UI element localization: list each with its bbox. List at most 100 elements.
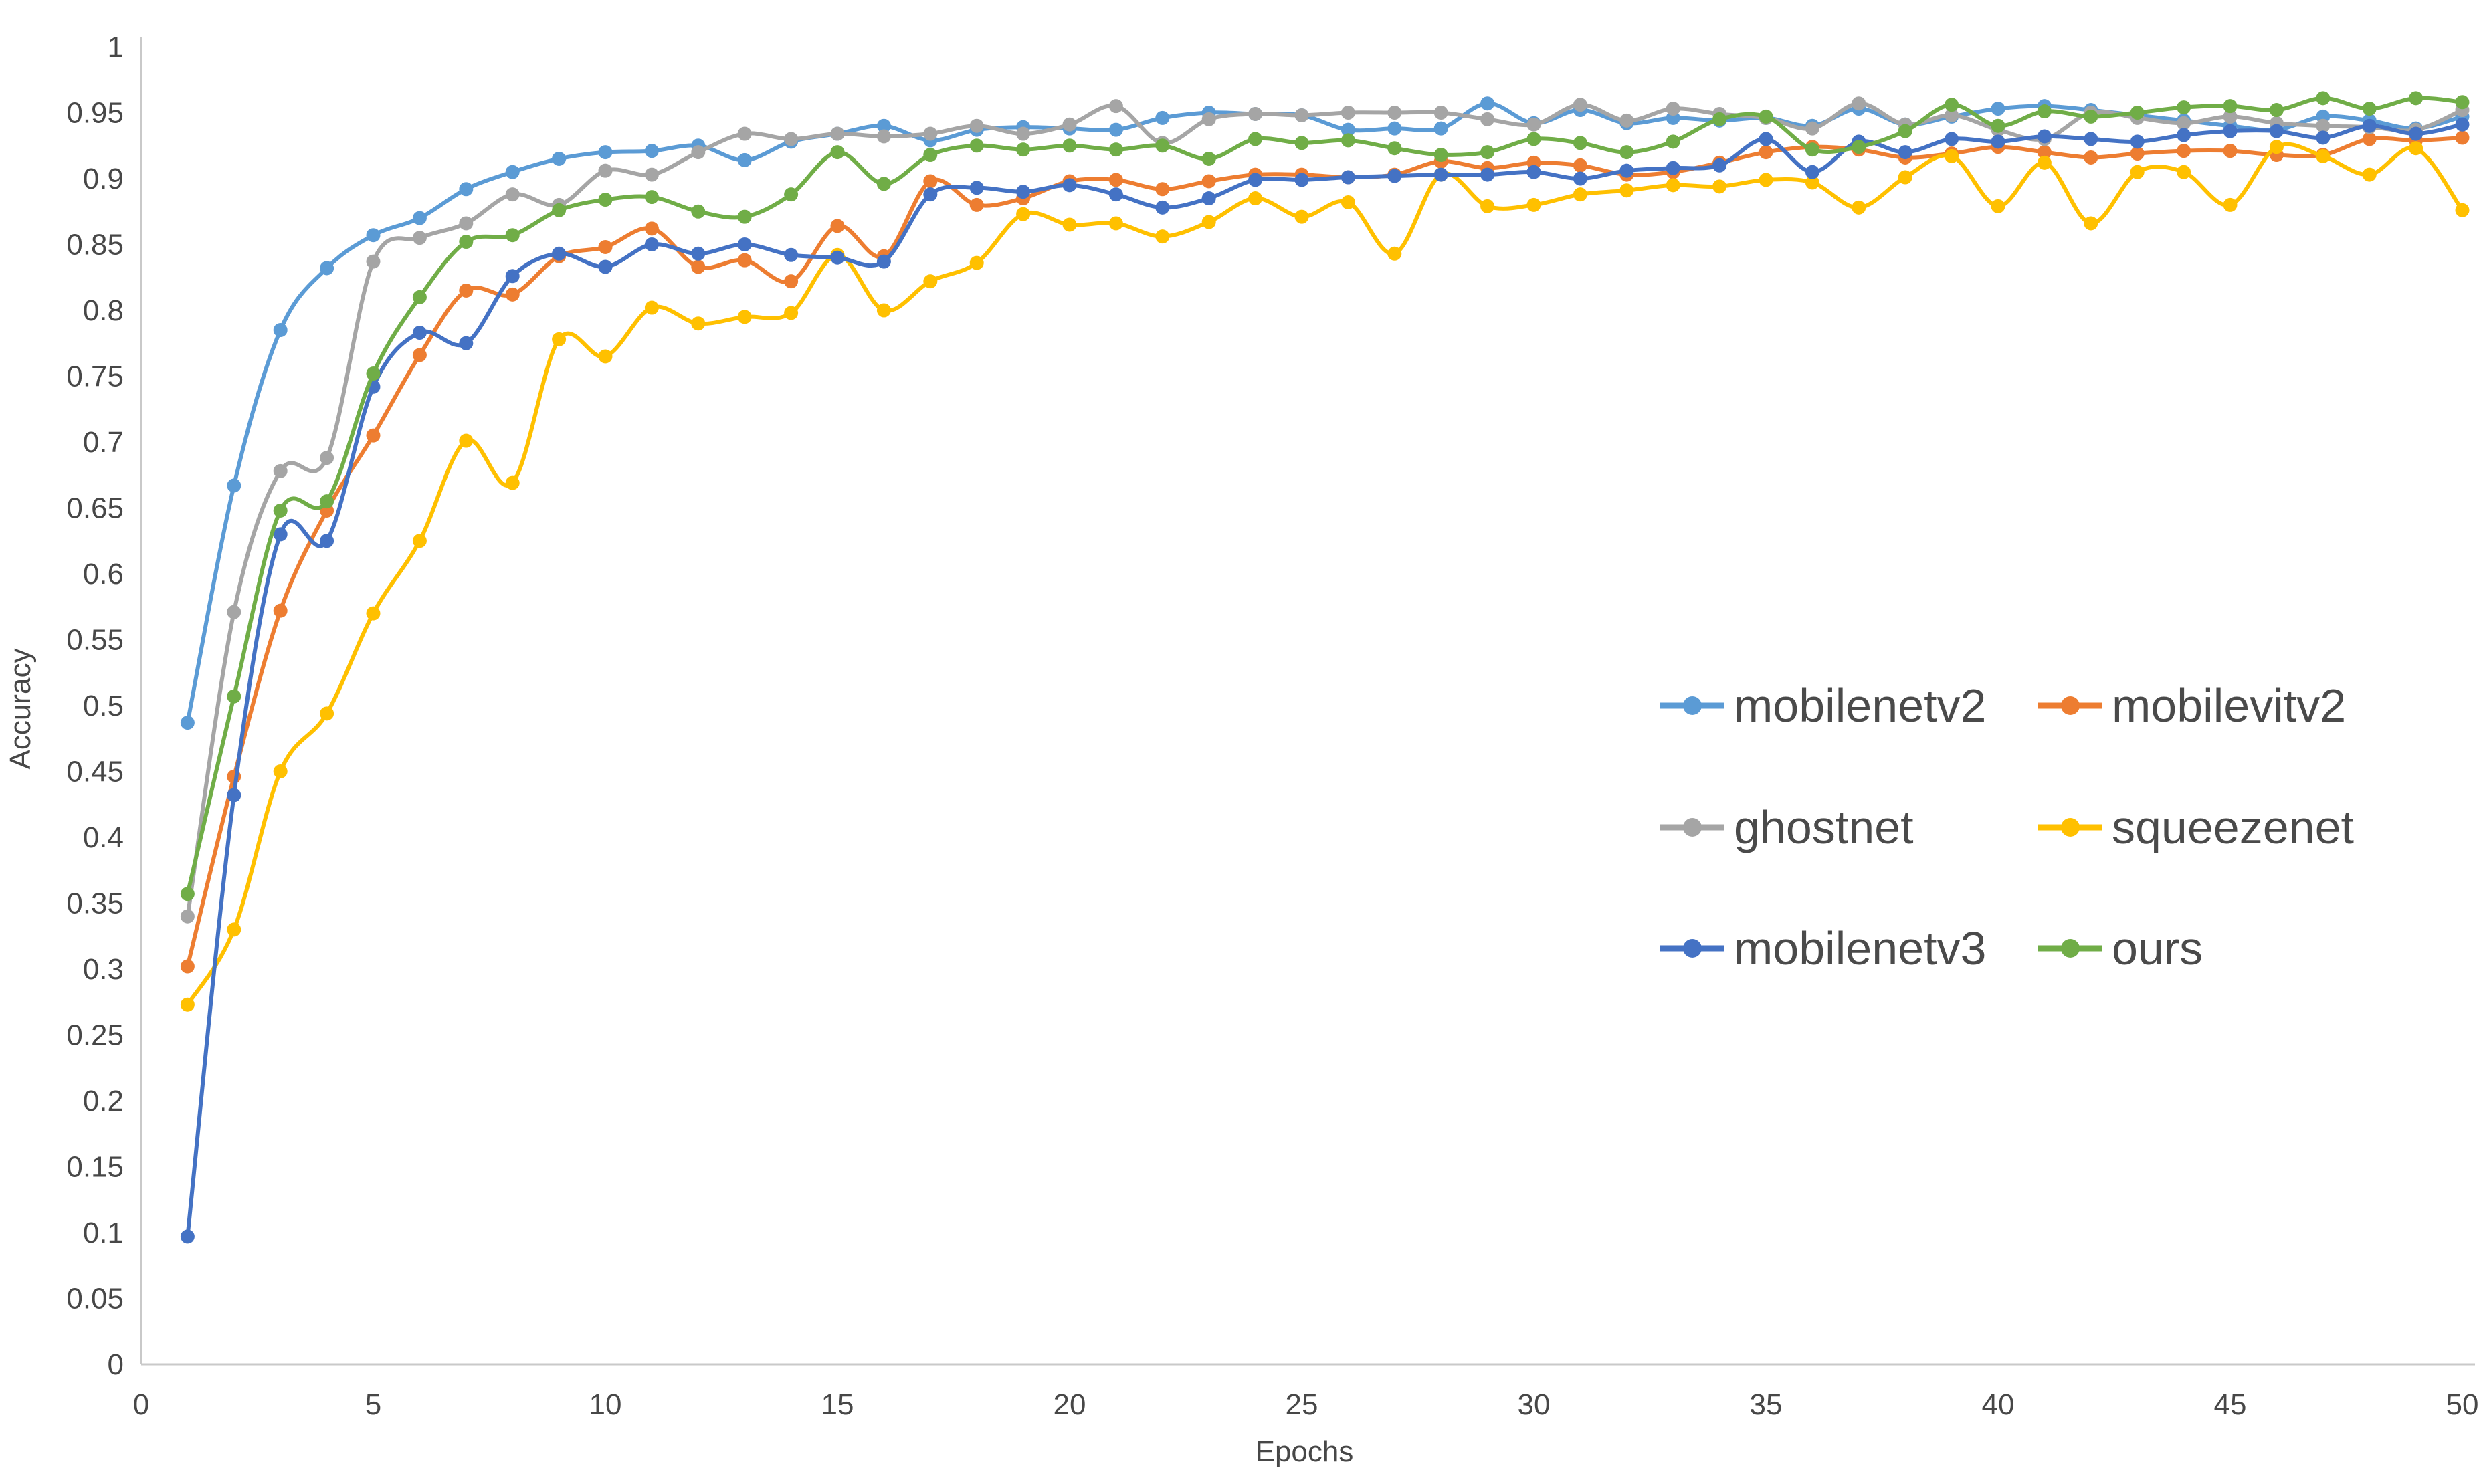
data-point-ghostnet-epoch-10	[598, 163, 613, 178]
data-point-ours-epoch-39	[1945, 98, 1959, 112]
data-point-mobilevitv2-epoch-12	[691, 259, 706, 274]
data-point-mobilenetv3-epoch-32	[1619, 163, 1634, 178]
data-point-ours-epoch-6	[412, 290, 427, 304]
data-point-ours-epoch-14	[784, 187, 799, 202]
data-point-mobilenetv3-epoch-8	[505, 269, 520, 284]
data-point-ghostnet-epoch-30	[1526, 117, 1541, 132]
data-point-squeezenet-epoch-40	[1991, 199, 2005, 213]
data-point-ghostnet-epoch-4	[320, 451, 334, 465]
y-tick-0.45: 0.45	[66, 756, 124, 788]
data-point-ours-epoch-44	[2177, 100, 2191, 115]
y-tick-0.5: 0.5	[83, 690, 124, 722]
data-point-squeezenet-epoch-18	[969, 255, 984, 270]
data-point-ghostnet-epoch-24	[1248, 106, 1263, 121]
data-point-squeezenet-epoch-41	[2037, 155, 2052, 170]
data-point-mobilenetv2-epoch-5	[366, 228, 381, 243]
legend-label-squeezenet: squeezenet	[2112, 801, 2354, 853]
data-point-mobilenetv3-epoch-41	[2037, 129, 2052, 144]
data-point-mobilenetv3-epoch-30	[1526, 165, 1541, 179]
series-mobilenetv2	[180, 96, 2470, 730]
data-point-ours-epoch-41	[2037, 104, 2052, 119]
data-point-ours-epoch-50	[2455, 95, 2470, 110]
data-point-squeezenet-epoch-50	[2455, 203, 2470, 217]
data-point-mobilenetv3-epoch-42	[2084, 132, 2098, 146]
data-point-ours-epoch-18	[969, 138, 984, 153]
data-point-ours-epoch-29	[1480, 145, 1495, 160]
series-mobilenetv3	[180, 117, 2470, 1244]
data-point-ours-epoch-10	[598, 193, 613, 207]
data-point-mobilenetv2-epoch-40	[1991, 102, 2005, 116]
data-point-mobilenetv3-epoch-4	[320, 534, 334, 548]
y-tick-1: 1	[108, 31, 124, 64]
data-point-ours-epoch-32	[1619, 145, 1634, 160]
data-point-ghostnet-epoch-13	[737, 126, 752, 141]
data-point-squeezenet-epoch-35	[1759, 173, 1773, 187]
y-axis-title: Accuracy	[4, 649, 37, 770]
legend-label-mobilenetv3: mobilenetv3	[1734, 922, 1986, 974]
data-point-ghostnet-epoch-5	[366, 254, 381, 269]
y-tick-0.05: 0.05	[66, 1283, 124, 1315]
data-point-ghostnet-epoch-8	[505, 187, 520, 202]
series-ghostnet	[180, 96, 2470, 924]
data-point-mobilenetv3-epoch-48	[2362, 118, 2377, 133]
data-point-mobilenetv3-epoch-21	[1108, 187, 1123, 202]
data-point-squeezenet-epoch-12	[691, 316, 706, 331]
data-point-mobilenetv3-epoch-18	[969, 181, 984, 195]
data-point-ghostnet-epoch-44	[2177, 116, 2191, 130]
data-point-mobilenetv2-epoch-1	[180, 716, 195, 730]
data-point-mobilenetv3-epoch-46	[2269, 124, 2284, 138]
data-point-ours-epoch-36	[1805, 142, 1819, 157]
data-point-ours-epoch-24	[1248, 132, 1263, 146]
data-point-squeezenet-epoch-21	[1108, 216, 1123, 231]
data-point-mobilenetv3-epoch-2	[227, 788, 241, 803]
data-point-squeezenet-epoch-31	[1573, 187, 1587, 202]
data-point-mobilevitv2-epoch-22	[1155, 182, 1170, 197]
data-point-squeezenet-epoch-30	[1526, 197, 1541, 212]
data-point-mobilenetv2-epoch-16	[876, 118, 891, 133]
data-point-mobilenetv3-epoch-22	[1155, 200, 1170, 215]
legend-label-mobilenetv2: mobilenetv2	[1734, 679, 1986, 732]
data-point-squeezenet-epoch-22	[1155, 229, 1170, 244]
data-point-ours-epoch-48	[2362, 102, 2377, 116]
data-point-mobilenetv2-epoch-10	[598, 145, 613, 160]
data-point-ours-epoch-35	[1759, 109, 1773, 124]
data-point-ours-epoch-4	[320, 494, 334, 509]
series-squeezenet	[180, 140, 2470, 1012]
data-point-mobilenetv3-epoch-25	[1294, 173, 1309, 187]
data-point-mobilevitv2-epoch-10	[598, 239, 613, 254]
data-point-mobilenetv2-epoch-8	[505, 165, 520, 179]
data-point-squeezenet-epoch-29	[1480, 199, 1495, 213]
legend-marker-icon	[1683, 818, 1702, 837]
data-point-squeezenet-epoch-4	[320, 706, 334, 721]
data-point-squeezenet-epoch-27	[1387, 246, 1402, 261]
data-point-squeezenet-epoch-33	[1666, 178, 1680, 193]
data-point-ours-epoch-38	[1898, 124, 1912, 138]
chart-legend: mobilenetv2 ghostnet mobilenetv3 mobilevitv…	[1660, 679, 2354, 974]
data-point-ours-epoch-1	[180, 887, 195, 902]
data-point-ours-epoch-2	[227, 689, 241, 704]
data-point-mobilevitv2-epoch-50	[2455, 130, 2470, 145]
data-point-mobilenetv3-epoch-38	[1898, 145, 1912, 160]
data-point-mobilevitv2-epoch-13	[737, 253, 752, 268]
data-point-ghostnet-epoch-3	[273, 463, 288, 478]
data-point-squeezenet-epoch-2	[227, 922, 241, 937]
data-point-mobilevitv2-epoch-23	[1201, 174, 1216, 189]
data-point-mobilenetv2-epoch-4	[320, 261, 334, 276]
data-point-mobilenetv3-epoch-33	[1666, 161, 1680, 175]
data-point-ours-epoch-3	[273, 503, 288, 518]
data-point-ours-epoch-12	[691, 204, 706, 219]
data-point-squeezenet-epoch-25	[1294, 209, 1309, 224]
y-tick-0.25: 0.25	[66, 1019, 124, 1052]
data-point-ghostnet-epoch-45	[2223, 109, 2238, 124]
data-point-mobilenetv2-epoch-2	[227, 478, 241, 493]
y-tick-0: 0	[108, 1348, 124, 1381]
data-point-squeezenet-epoch-48	[2362, 167, 2377, 182]
data-point-mobilenetv3-epoch-40	[1991, 134, 2005, 149]
data-point-mobilenetv2-epoch-7	[459, 182, 474, 197]
data-point-squeezenet-epoch-16	[876, 303, 891, 318]
data-point-squeezenet-epoch-37	[1852, 200, 1866, 215]
data-point-squeezenet-epoch-17	[923, 274, 938, 289]
data-point-ghostnet-epoch-28	[1433, 106, 1448, 120]
data-point-mobilenetv3-epoch-1	[180, 1229, 195, 1244]
